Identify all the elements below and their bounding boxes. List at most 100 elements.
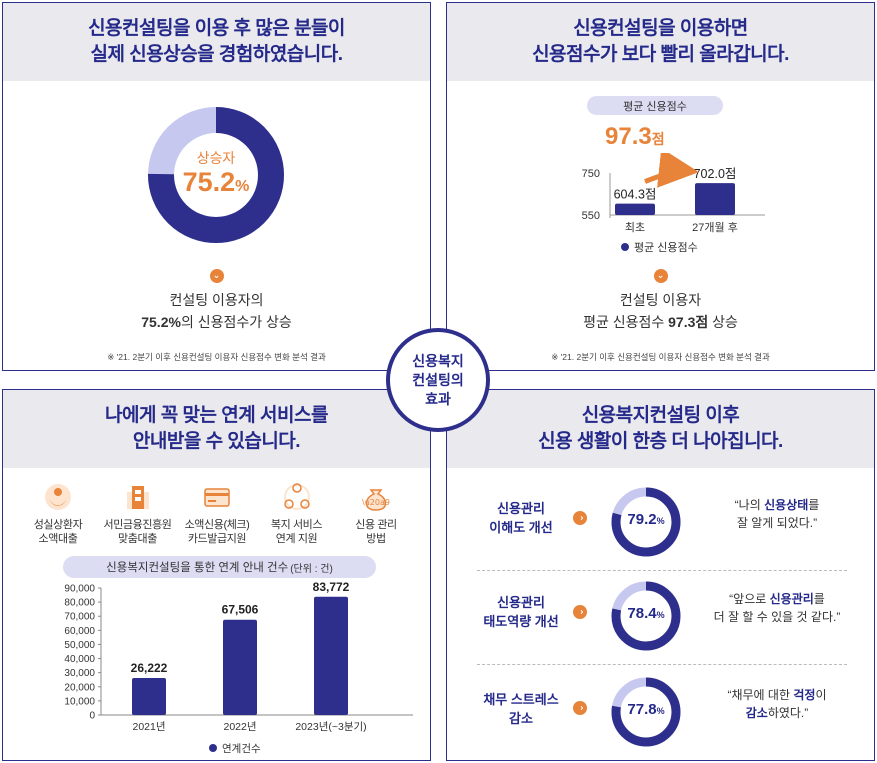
score-delta-unit: 점 (651, 131, 665, 147)
service-label-line2: 카드발급지원 (187, 533, 247, 545)
service-label: 서민금융진흥원 맞춤대출 (103, 518, 171, 546)
y-tick-label: 550 (582, 210, 600, 222)
person-heart-icon (45, 484, 71, 510)
score-category-label: 27개월 후 (692, 221, 738, 234)
y-tick-label: 70,000 (64, 612, 95, 623)
score-value-label: 702.0점 (694, 167, 737, 181)
linkage-category-label: 2023년(~3분기) (295, 721, 366, 733)
chevron-down-icon: ⌄ (653, 268, 668, 283)
linkage-category-label: 2022년 (223, 721, 256, 733)
panel1-title-line1: 신용컨설팅을 이용 후 많은 분들이 (88, 18, 345, 39)
effect-value-wrap: 77.8% (610, 701, 682, 718)
panel1-note: ※ '21. 2분기 이후 신용컨설팅 이용자 신용점수 변화 분석 결과 (107, 352, 326, 362)
score-delta-value: 97.3 (605, 123, 652, 150)
service-item: 소액신용(체크) 카드발급지원 (180, 482, 254, 546)
effect-donut (611, 487, 681, 557)
effect-quote-line1: “앞으로 신용관리를 (697, 590, 857, 608)
score-delta: 97.3점 (605, 123, 665, 151)
quote-line2-text: 더 잘 할 수 있을 것 같다.” (713, 610, 841, 624)
effect-value: 78.4 (627, 605, 657, 622)
quote-line2-text: 잘 알게 되었다.” (736, 516, 818, 530)
panel2-desc-line1: 컨설팅 이용자 (619, 292, 702, 308)
y-tick-label: 0 (89, 711, 95, 722)
badge-line1: 신용복지 (412, 352, 464, 369)
effect-label: 신용관리 태도역량 개선 (475, 593, 567, 631)
panel-score-rise: 신용컨설팅을 이용하면 신용점수가 보다 빨리 올라갑니다. 평균 신용점수 9… (446, 2, 875, 371)
service-label-line1: 성실상환자 (33, 519, 83, 531)
panel2-title-line1: 신용컨설팅을 이용하면 (573, 18, 748, 39)
panel1-desc-line1: 컨설팅 이용자의 (169, 292, 264, 308)
effect-label: 신용관리 이해도 개선 (475, 499, 567, 537)
y-tick-label: 20,000 (64, 682, 95, 693)
effect-unit: % (656, 610, 665, 620)
chevron-right-icon: ⌄ (573, 511, 587, 525)
service-label-line2: 방법 (366, 533, 386, 545)
panel2-desc-line2: 평균 신용점수 97.3점 상승 (447, 311, 874, 333)
network-icon (283, 483, 310, 510)
panel2-desc-pre: 평균 신용점수 (583, 314, 669, 330)
svg-text:\u20a9: \u20a9 (362, 498, 390, 507)
effect-quote-line1: “채무에 대한 걱정이 (697, 686, 857, 704)
panel2-desc-post: 상승 (708, 314, 738, 330)
panel3-title-line2: 안내받을 수 있습니다. (132, 431, 301, 452)
quote-bold: 신용상태 (764, 498, 809, 512)
donut-label: 상승자 (196, 150, 236, 166)
effect-donut (611, 677, 681, 747)
rise-arrow (644, 153, 699, 188)
quote-post: 를 (808, 498, 820, 512)
panel2-note: ※ '21. 2분기 이후 신용컨설팅 이용자 신용점수 변화 분석 결과 (551, 352, 770, 362)
chevron-right-icon: ⌄ (573, 701, 587, 715)
building-icon (126, 486, 149, 509)
panel2-header: 신용컨설팅을 이용하면 신용점수가 보다 빨리 올라갑니다. (447, 3, 874, 81)
effect-quote-line1: “나의 신용상태를 (697, 496, 857, 514)
linkage-bar (132, 677, 166, 715)
y-tick-label: 90,000 (64, 584, 95, 595)
linkage-chart-unit: (단위 : 건) (290, 563, 333, 575)
linkage-legend-label: 연계건수 (222, 743, 261, 755)
effect-donut-fill (611, 487, 681, 557)
panel3-title-line1: 나에게 꼭 맞는 연계 서비스를 (105, 405, 328, 426)
effect-label-line1: 신용관리 (497, 595, 545, 610)
panel2-desc-bold: 97.3점 (668, 314, 709, 330)
donut-unit: % (235, 178, 250, 195)
quote-pre: “나의 (734, 498, 765, 512)
linkage-bar (223, 619, 257, 715)
linkage-value-label: 83,772 (313, 580, 350, 594)
score-category-label: 최초 (625, 221, 645, 234)
panel4-title-line2: 신용 생활이 한층 더 나아집니다. (538, 431, 783, 452)
linkage-chart-title: 신용복지컨설팅을 통한 연계 안내 건수 (단위 : 건) (63, 556, 376, 578)
service-label-line2: 소액대출 (38, 533, 78, 545)
effect-label-line1: 채무 스트레스 (483, 692, 559, 707)
linkage-chart-title-text: 신용복지컨설팅을 통한 연계 안내 건수 (106, 562, 289, 574)
panel4-title-line1: 신용복지컨설팅 이후 (581, 405, 740, 426)
score-bar (615, 203, 655, 215)
linkage-bar (314, 596, 348, 715)
panel1-desc-line2: 75.2%의 신용점수가 상승 (3, 311, 430, 333)
row-divider (477, 570, 847, 571)
score-bar (695, 183, 735, 215)
y-tick-label: 10,000 (64, 696, 95, 707)
panel3-header: 나에게 꼭 맞는 연계 서비스를 안내받을 수 있습니다. (3, 390, 430, 468)
service-label-line1: 소액신용(체크) (184, 519, 250, 531)
linkage-category-label: 2021년 (132, 721, 165, 733)
effect-label-line2: 이해도 개선 (489, 520, 553, 535)
money-bag-icon: \u20a9 (362, 489, 390, 511)
y-tick-label: 60,000 (64, 626, 95, 637)
effect-quote-line2: 잘 알게 되었다.” (697, 514, 857, 532)
effect-quote-line2: 감소하였다.” (697, 704, 857, 722)
service-label-line1: 복지 서비스 (270, 519, 323, 531)
effect-value: 77.8 (627, 701, 657, 718)
badge-line3: 효과 (425, 390, 451, 407)
donut-value-wrap: 75.2% (147, 168, 285, 201)
effect-label-line2: 감소 (509, 711, 533, 726)
panel1-desc: 컨설팅 이용자의 75.2%의 신용점수가 상승 (3, 289, 430, 333)
service-item: 복지 서비스 연계 지원 (260, 482, 334, 546)
linkage-bar-chart: 0 10,000 20,000 30,000 40,000 50,000 60,000 70,… (64, 580, 413, 755)
